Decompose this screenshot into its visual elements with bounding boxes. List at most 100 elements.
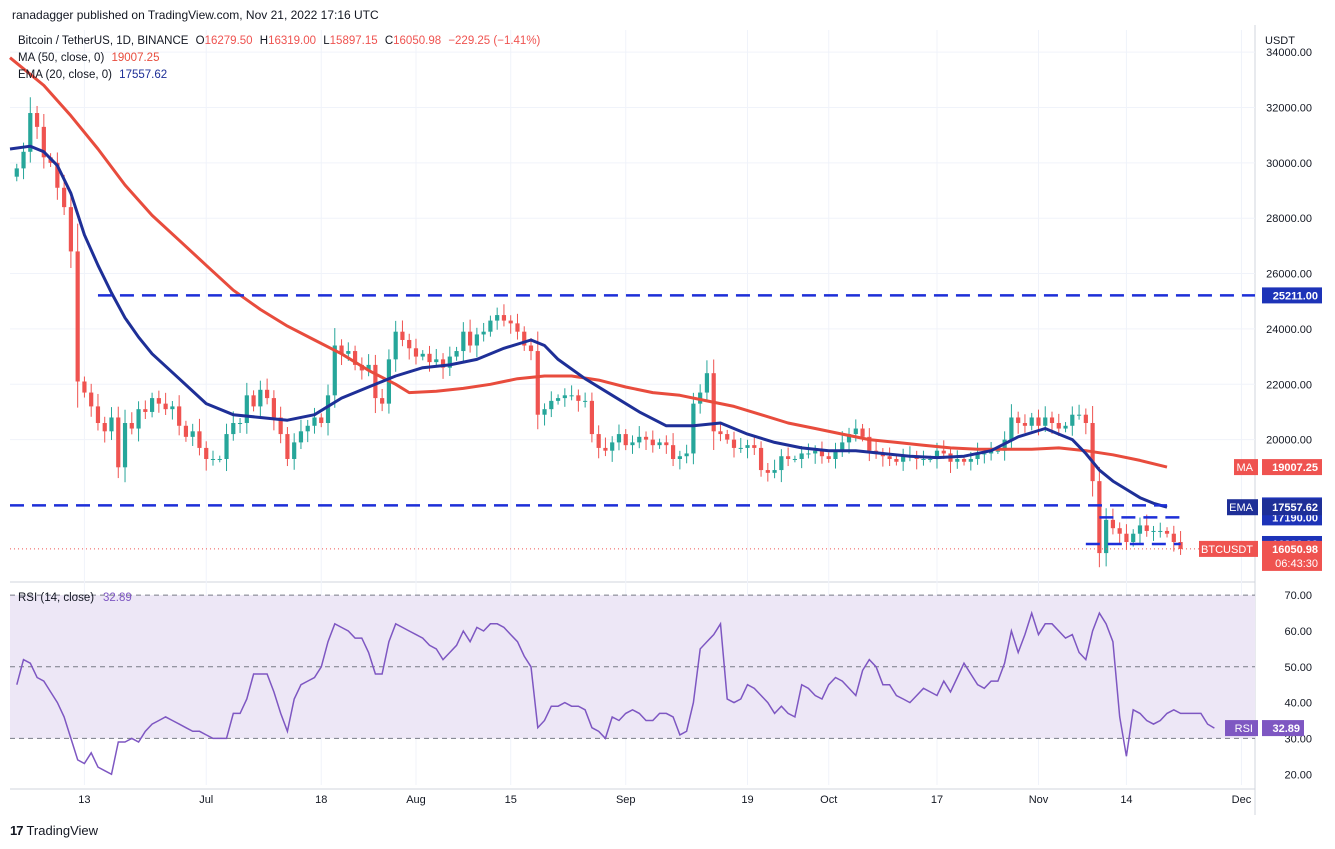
- time-tick-label: Jul: [199, 794, 213, 806]
- candle-body: [75, 251, 80, 382]
- candle-body: [731, 439, 737, 448]
- candle-body: [637, 436, 642, 443]
- candle-body: [725, 434, 730, 440]
- candle-body: [95, 406, 101, 424]
- candle-body: [569, 395, 574, 397]
- candle-body: [1029, 417, 1034, 426]
- time-tick-label: 14: [1120, 794, 1132, 806]
- candle-body: [941, 450, 946, 454]
- symbol-title[interactable]: Bitcoin / TetherUS, 1D, BINANCE: [18, 35, 189, 47]
- candle-body: [62, 187, 67, 208]
- candle-body: [197, 431, 202, 448]
- candle-body: [860, 428, 865, 437]
- candle-body: [28, 113, 33, 152]
- candle-body: [853, 428, 858, 435]
- rsi-tag-text: RSI: [1235, 723, 1253, 735]
- brand-name: TradingView: [26, 823, 99, 838]
- candle-body: [285, 434, 290, 459]
- candle-body: [772, 470, 777, 473]
- time-tick-label: Oct: [820, 794, 837, 806]
- candle-body: [528, 345, 534, 352]
- candle-body: [576, 395, 581, 401]
- candle-body: [55, 162, 60, 188]
- candle-body: [549, 400, 554, 410]
- ma-legend[interactable]: MA (50, close, 0) 19007.25: [18, 52, 163, 64]
- time-tick-label: 13: [78, 794, 90, 806]
- time-tick-label: 15: [505, 794, 517, 806]
- candle-body: [319, 417, 324, 424]
- candle-body: [468, 331, 473, 346]
- candle-body: [779, 456, 784, 471]
- candle-body: [901, 456, 906, 462]
- candle-body: [955, 458, 960, 462]
- candle-body: [1158, 530, 1163, 532]
- candle-body: [495, 315, 500, 321]
- level-label-box: [1262, 287, 1322, 304]
- ma-legend-value: 19007.25: [111, 52, 160, 64]
- candle-body: [894, 458, 899, 462]
- rsi-legend-label: RSI (14, close): [18, 592, 94, 604]
- time-tick-label: Nov: [1029, 794, 1049, 806]
- rsi-tick-label: 30.00: [1284, 733, 1312, 745]
- candle-body: [792, 458, 797, 460]
- candle-body: [501, 315, 507, 321]
- ma-label-tag: [1234, 459, 1258, 476]
- candle-body: [454, 351, 459, 357]
- rsi-tick-label: 40.00: [1284, 698, 1312, 710]
- candle-body: [143, 409, 148, 412]
- time-tick-label: 18: [315, 794, 327, 806]
- candle-body: [664, 442, 669, 446]
- candle-body: [244, 395, 249, 424]
- candle-body: [508, 320, 513, 324]
- candle-body: [1083, 414, 1088, 424]
- candle-body: [400, 331, 405, 340]
- candle-body: [258, 389, 263, 407]
- candle-body: [325, 395, 331, 424]
- candle-body: [156, 398, 161, 404]
- candle-body: [535, 351, 540, 415]
- candle-body: [89, 392, 94, 407]
- candle-body: [765, 470, 770, 473]
- candle-body: [122, 423, 128, 468]
- candle-body: [995, 450, 1000, 452]
- candle-body: [819, 450, 825, 457]
- candle-body: [1124, 533, 1129, 543]
- ema-legend[interactable]: EMA (20, close, 0) 17557.62: [18, 69, 171, 81]
- symbol-legend: Bitcoin / TetherUS, 1D, BINANCE O16279.5…: [18, 35, 544, 47]
- candle-body: [305, 425, 310, 432]
- ma-label-tag-text: MA: [1237, 462, 1254, 474]
- candle-body: [183, 425, 189, 437]
- candle-body: [1151, 530, 1156, 532]
- candle-body: [1043, 417, 1048, 426]
- candle-body: [596, 434, 601, 448]
- open-value: O16279.50: [195, 35, 253, 47]
- price-tick-label: 26000.00: [1266, 269, 1312, 281]
- candle-body: [542, 409, 547, 415]
- candle-body: [204, 447, 209, 459]
- candle-body: [352, 351, 358, 365]
- candle-body: [522, 331, 527, 346]
- price-tick-label: 28000.00: [1266, 213, 1312, 225]
- candle-body: [826, 456, 831, 459]
- candle-body: [420, 353, 425, 357]
- footer-brand[interactable]: 17 TradingView: [10, 823, 98, 838]
- ema-label: 17557.62: [1272, 502, 1318, 514]
- candle-body: [237, 423, 243, 425]
- current-price-label: 16050.98: [1272, 544, 1318, 556]
- candle-body: [752, 445, 757, 448]
- candle-body: [671, 445, 676, 459]
- candle-body: [373, 364, 378, 399]
- price-tick-label: 20000.00: [1266, 435, 1312, 447]
- candle-body: [616, 434, 622, 443]
- time-tick-label: Dec: [1232, 794, 1252, 806]
- candle-body: [68, 207, 73, 252]
- candle-body: [718, 431, 723, 435]
- candle-body: [738, 447, 743, 449]
- candle-body: [758, 447, 764, 471]
- rsi-tick-label: 70.00: [1284, 590, 1312, 602]
- rsi-tag: [1225, 720, 1258, 737]
- candle-body: [210, 458, 216, 460]
- candle-body: [1036, 417, 1041, 426]
- candle-body: [928, 458, 933, 460]
